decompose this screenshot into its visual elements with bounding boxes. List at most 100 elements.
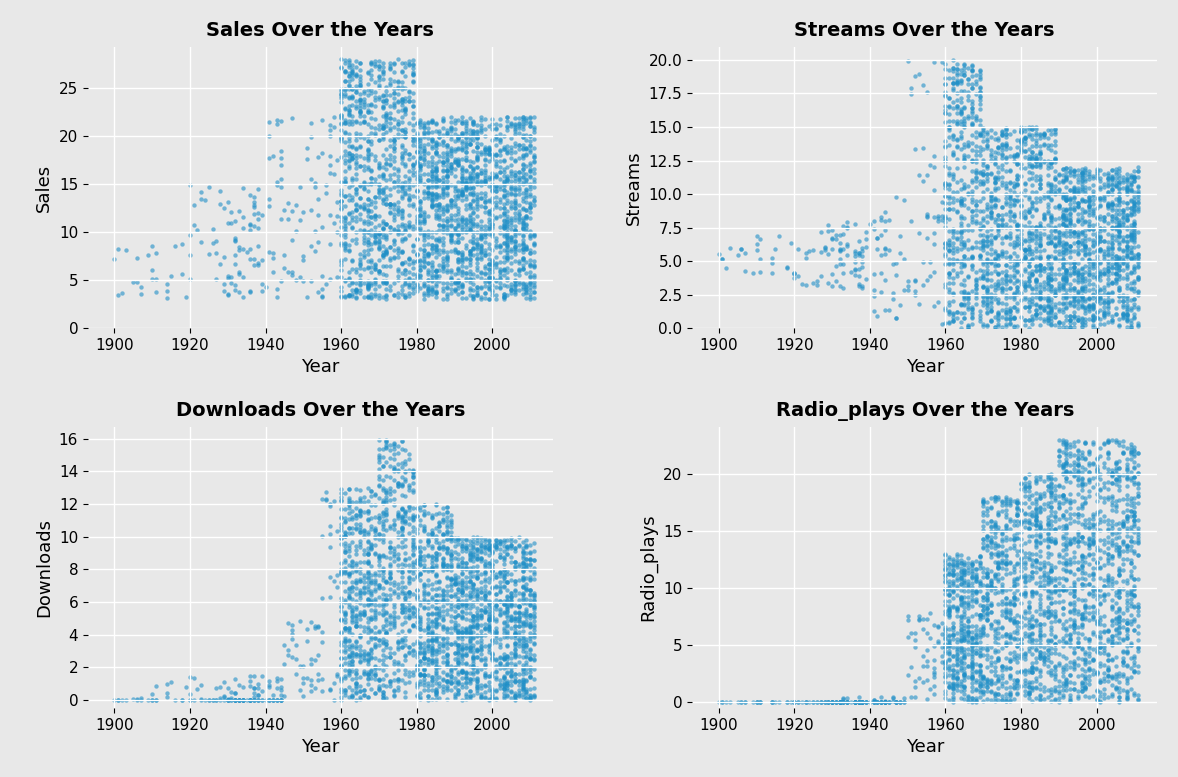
Point xyxy=(346,115,365,127)
Point xyxy=(1061,488,1080,500)
Point xyxy=(1019,301,1038,313)
Point xyxy=(962,658,981,671)
Point xyxy=(1053,557,1072,570)
Point xyxy=(411,669,430,681)
Point xyxy=(509,120,528,132)
Point xyxy=(978,168,997,180)
Point xyxy=(346,556,365,569)
Point xyxy=(524,246,543,259)
Point xyxy=(373,507,392,519)
Point xyxy=(502,568,521,580)
Point xyxy=(1023,610,1041,622)
Point xyxy=(461,622,479,634)
Point xyxy=(434,588,452,601)
Point xyxy=(985,184,1004,197)
Point xyxy=(449,624,468,636)
Point xyxy=(370,662,389,674)
Point xyxy=(834,220,853,232)
Point xyxy=(423,175,442,187)
Point xyxy=(355,608,373,621)
Point xyxy=(408,136,426,148)
Point xyxy=(495,689,514,702)
Point xyxy=(339,651,358,664)
Point xyxy=(415,138,434,151)
Point xyxy=(966,692,985,705)
Point xyxy=(392,584,411,597)
Point xyxy=(955,249,974,262)
Point xyxy=(290,181,309,193)
Point xyxy=(962,570,981,582)
Point xyxy=(498,111,517,124)
Point xyxy=(112,287,131,299)
Point xyxy=(1046,267,1065,280)
Point xyxy=(1015,280,1034,292)
Point xyxy=(495,143,514,155)
Point xyxy=(521,259,540,271)
Point xyxy=(1106,458,1125,471)
Point xyxy=(1034,189,1053,201)
Point xyxy=(479,561,498,573)
Point xyxy=(502,281,521,294)
Point xyxy=(887,696,906,709)
Point xyxy=(389,88,408,100)
Point xyxy=(1103,249,1121,262)
Point xyxy=(423,601,442,613)
Point xyxy=(346,173,365,186)
Point xyxy=(1113,196,1132,208)
Point xyxy=(332,660,351,672)
Point xyxy=(1091,292,1110,305)
Point xyxy=(1087,167,1106,179)
Point xyxy=(1091,225,1110,238)
Point xyxy=(1094,248,1113,260)
Point xyxy=(437,669,456,681)
Point xyxy=(442,121,461,134)
Point xyxy=(358,281,377,294)
Point xyxy=(487,275,505,287)
Point xyxy=(1050,596,1068,608)
Point xyxy=(380,76,399,89)
Point xyxy=(505,199,524,211)
Point xyxy=(384,514,403,527)
Point xyxy=(452,176,471,188)
Point xyxy=(445,577,464,589)
Point xyxy=(351,105,370,117)
Point xyxy=(875,242,894,254)
Point xyxy=(865,222,884,235)
Point xyxy=(479,693,498,706)
Point xyxy=(370,71,389,83)
Point xyxy=(449,142,468,155)
Point xyxy=(411,261,430,274)
Point xyxy=(1027,561,1046,573)
Point xyxy=(502,596,521,608)
Point xyxy=(1027,498,1046,510)
Point xyxy=(475,680,494,692)
Point xyxy=(1129,531,1147,544)
Point xyxy=(461,209,479,221)
Point xyxy=(1019,619,1038,632)
Point xyxy=(423,593,442,605)
Point xyxy=(426,618,445,630)
Point xyxy=(985,661,1004,674)
Point xyxy=(940,587,959,600)
Point xyxy=(1118,622,1137,635)
Point xyxy=(1113,564,1132,577)
Point xyxy=(1000,150,1019,162)
Point xyxy=(971,577,990,589)
Point xyxy=(490,548,509,560)
Point xyxy=(978,653,997,665)
Point xyxy=(981,274,1000,286)
Point xyxy=(461,632,479,644)
Point xyxy=(343,593,362,605)
Point xyxy=(1080,532,1099,545)
Point xyxy=(498,193,517,206)
Point xyxy=(853,280,872,293)
Point xyxy=(365,210,384,222)
Point xyxy=(1099,300,1118,312)
Point xyxy=(1061,211,1080,223)
Point xyxy=(937,662,955,674)
Point xyxy=(468,270,487,282)
Point xyxy=(951,619,969,632)
Point xyxy=(990,651,1008,664)
Point xyxy=(1110,484,1129,497)
Point xyxy=(423,565,442,577)
